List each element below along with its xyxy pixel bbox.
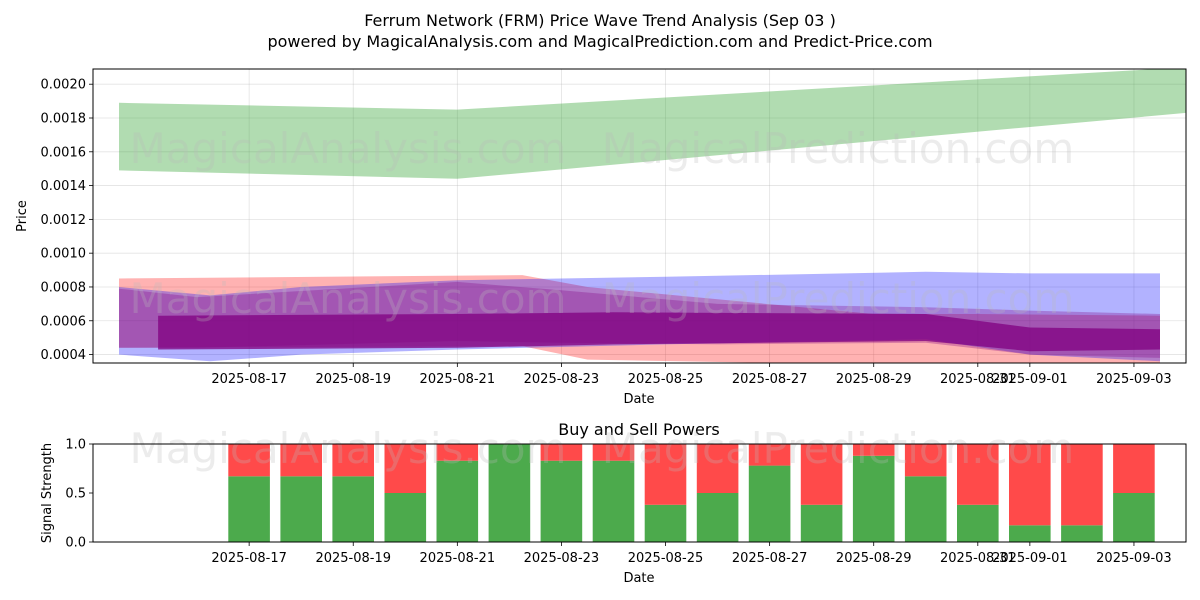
price-x-ticks: 2025-08-17 2025-08-19 2025-08-21 2025-08-23…: [211, 363, 1172, 387]
sell-bar: [800, 444, 843, 505]
price-wave-chart: MagicalAnalysis.com MagicalPrediction.co…: [15, 68, 1187, 407]
price-x-tick-label: 2025-08-31: [940, 372, 1016, 387]
sell-bar: [540, 444, 583, 461]
buy-bar: [644, 504, 687, 542]
sell-bar: [748, 444, 791, 466]
buy-sell-plot-area: [93, 444, 1186, 542]
buy-sell-x-tick-label: 2025-08-27: [732, 551, 808, 566]
watermark-magicalanalysis-top: MagicalAnalysis.com: [130, 124, 567, 173]
buy-sell-x-tick-label: 2025-09-01: [992, 551, 1068, 566]
watermark-magicalprediction-top: MagicalPrediction.com: [602, 124, 1075, 173]
figure-subtitle: powered by MagicalAnalysis.com and Magic…: [267, 32, 932, 51]
price-y-tick-label: 0.0012: [41, 213, 87, 228]
price-y-tick-label: 0.0018: [41, 112, 87, 127]
buy-bar: [384, 493, 427, 542]
buy-sell-x-axis-label: Date: [623, 571, 654, 586]
sell-bar: [384, 444, 427, 493]
buy-bar: [332, 476, 374, 542]
sell-bar: [957, 444, 999, 505]
buy-bar: [1009, 525, 1051, 542]
price-y-tick-label: 0.0008: [41, 280, 87, 295]
price-y-tick-label: 0.0014: [41, 179, 87, 194]
price-y-ticks: 0.0004 0.0006 0.0008 0.0010 0.0012 0.0014 0.00…: [41, 78, 93, 363]
figure-title: Ferrum Network (FRM) Price Wave Trend An…: [364, 11, 836, 30]
price-y-tick-label: 0.0006: [41, 314, 87, 329]
buy-sell-y-axis-label: Signal Strength: [40, 443, 55, 543]
buy-sell-x-ticks: 2025-08-17 2025-08-19 2025-08-21 2025-08-23…: [211, 542, 1172, 566]
buy-bar: [904, 476, 947, 542]
buy-bar: [436, 460, 479, 542]
buy-sell-y-tick-label: 1.0: [65, 438, 86, 453]
buy-bar: [228, 476, 270, 542]
buy-bar: [748, 465, 791, 542]
price-x-tick-label: 2025-08-25: [628, 372, 704, 387]
buy-sell-x-tick-label: 2025-08-21: [420, 551, 496, 566]
price-x-tick-label: 2025-08-19: [315, 372, 391, 387]
price-x-tick-label: 2025-08-29: [836, 372, 912, 387]
sell-bar: [280, 444, 322, 477]
buy-sell-x-tick-label: 2025-08-29: [836, 551, 912, 566]
sell-bar: [332, 444, 374, 477]
sell-bar: [644, 444, 687, 505]
sell-bar: [904, 444, 947, 477]
price-x-tick-label: 2025-08-17: [211, 372, 287, 387]
buy-sell-chart: Buy and Sell Powers MagicalAnalysis.com …: [40, 420, 1187, 586]
price-x-tick-label: 2025-09-01: [992, 372, 1068, 387]
buy-bar: [800, 504, 843, 542]
buy-sell-x-tick-label: 2025-08-19: [315, 551, 391, 566]
buy-sell-y-ticks: 0.0 0.5 1.0: [65, 438, 93, 551]
buy-bar: [540, 460, 583, 542]
buy-bar: [1061, 525, 1103, 542]
sell-bar: [1061, 444, 1103, 526]
buy-bar: [696, 493, 739, 542]
price-x-tick-label: 2025-08-21: [420, 372, 496, 387]
buy-sell-y-tick-label: 0.5: [65, 487, 86, 502]
price-y-tick-label: 0.0016: [41, 145, 87, 160]
price-band-0: [119, 69, 1186, 179]
buy-sell-bars: [228, 444, 1155, 542]
buy-sell-y-tick-label: 0.0: [65, 536, 86, 551]
watermark-magicalanalysis-mid: MagicalAnalysis.com: [130, 274, 567, 323]
sell-bar: [436, 444, 479, 461]
watermark-magicalprediction-mid: MagicalPrediction.com: [602, 274, 1075, 323]
price-x-tick-label: 2025-08-23: [524, 372, 600, 387]
sell-bar: [592, 444, 635, 461]
sell-bar: [228, 444, 270, 477]
buy-sell-x-tick-label: 2025-08-23: [524, 551, 600, 566]
buy-sell-x-tick-label: 2025-09-03: [1096, 551, 1172, 566]
sell-bar: [852, 444, 895, 456]
price-y-axis-label: Price: [15, 200, 30, 232]
buy-bar: [280, 476, 322, 542]
sell-bar: [1009, 444, 1051, 526]
buy-bar: [592, 460, 635, 542]
buy-sell-title: Buy and Sell Powers: [558, 420, 720, 439]
buy-bar: [957, 504, 999, 542]
price-bands: [119, 69, 1186, 363]
price-band-4: [158, 312, 1161, 352]
price-y-tick-label: 0.0010: [41, 247, 87, 262]
buy-bar: [1113, 493, 1155, 542]
buy-bar: [852, 455, 895, 542]
price-y-tick-label: 0.0020: [41, 78, 87, 93]
buy-bar: [488, 444, 531, 542]
price-axes-frame: [92, 68, 1187, 364]
price-x-axis-label: Date: [623, 392, 654, 407]
sell-bar: [1113, 444, 1155, 493]
sell-bar: [696, 444, 739, 493]
buy-sell-x-tick-label: 2025-08-31: [940, 551, 1016, 566]
watermark-magicalanalysis-bottom: MagicalAnalysis.com: [130, 424, 567, 473]
buy-sell-x-tick-label: 2025-08-17: [211, 551, 287, 566]
price-x-tick-label: 2025-09-03: [1096, 372, 1172, 387]
watermark-magicalprediction-bottom: MagicalPrediction.com: [602, 424, 1075, 473]
price-y-tick-label: 0.0004: [41, 348, 87, 363]
price-x-tick-label: 2025-08-27: [732, 372, 808, 387]
buy-sell-x-tick-label: 2025-08-25: [628, 551, 704, 566]
